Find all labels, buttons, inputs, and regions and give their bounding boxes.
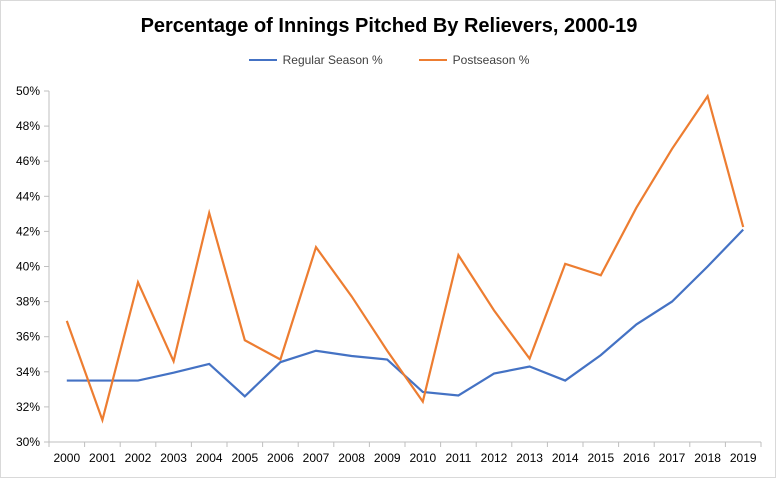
x-tick-label: 2007	[303, 451, 330, 465]
y-tick-label: 44%	[16, 189, 40, 203]
y-tick-label: 34%	[16, 365, 40, 379]
y-tick-label: 40%	[16, 260, 40, 274]
x-tick-label: 2019	[730, 451, 757, 465]
x-tick-label: 2013	[516, 451, 543, 465]
x-tick-label: 2000	[53, 451, 80, 465]
x-tick-label: 2006	[267, 451, 294, 465]
y-tick-label: 32%	[16, 400, 40, 414]
x-tick-label: 2012	[481, 451, 508, 465]
x-tick-label: 2018	[694, 451, 721, 465]
x-tick-label: 2015	[587, 451, 614, 465]
x-tick-label: 2011	[445, 451, 471, 465]
x-tick-label: 2002	[125, 451, 152, 465]
series-line-postseason	[67, 96, 743, 420]
y-tick-label: 38%	[16, 295, 40, 309]
x-tick-label: 2017	[659, 451, 686, 465]
series-line-regular	[67, 230, 743, 397]
x-tick-label: 2004	[196, 451, 223, 465]
y-tick-label: 48%	[16, 119, 40, 133]
y-tick-label: 46%	[16, 154, 40, 168]
x-tick-label: 2010	[409, 451, 436, 465]
y-tick-label: 42%	[16, 224, 40, 238]
x-tick-label: 2014	[552, 451, 579, 465]
x-tick-label: 2001	[89, 451, 116, 465]
y-tick-label: 50%	[16, 84, 40, 98]
x-tick-label: 2003	[160, 451, 187, 465]
x-tick-label: 2009	[374, 451, 401, 465]
y-tick-label: 30%	[16, 435, 40, 449]
x-tick-label: 2008	[338, 451, 365, 465]
y-tick-label: 36%	[16, 330, 40, 344]
x-tick-label: 2005	[231, 451, 258, 465]
x-tick-label: 2016	[623, 451, 650, 465]
